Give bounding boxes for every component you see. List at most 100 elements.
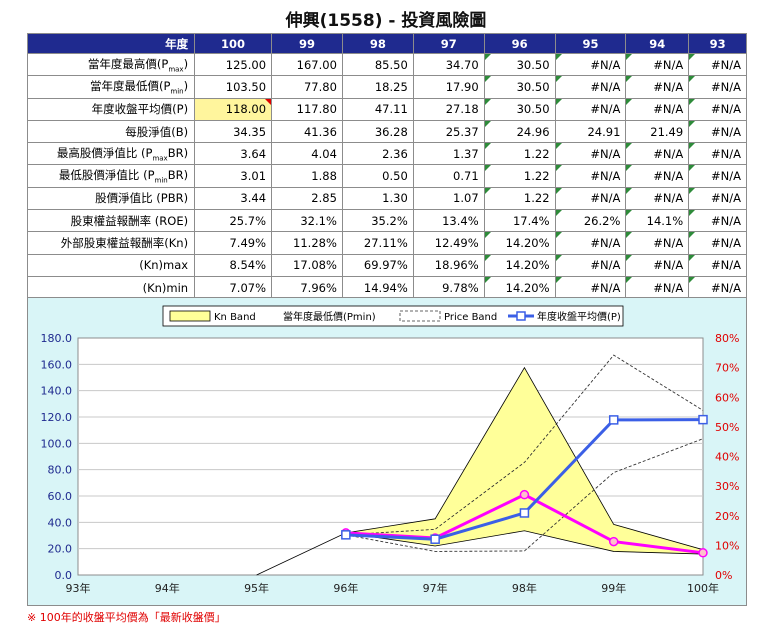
table-cell: 30.50 [483, 52, 556, 77]
y-left-tick-label: 60.0 [48, 490, 73, 503]
table-cell: #N/A [625, 97, 690, 121]
table-cell: 14.20% [483, 231, 556, 255]
y-right-tick-label: 0% [715, 569, 732, 582]
table-cell: 24.91 [554, 119, 627, 144]
table-cell: 14.20% [483, 253, 556, 277]
table-cell: 34.70 [412, 52, 485, 77]
table-cell: #N/A [688, 231, 747, 255]
table-cell: 77.80 [271, 75, 343, 99]
table-cell: #N/A [625, 231, 690, 255]
y-right-tick-label: 10% [715, 539, 739, 552]
table-cell: #N/A [625, 52, 690, 77]
table-cell: #N/A [625, 275, 690, 300]
x-tick-label: 100年 [687, 581, 719, 595]
table-cell: #N/A [688, 97, 747, 121]
row-label-text: 當年度最低價(P [89, 79, 171, 94]
table-cell: #N/A [625, 75, 690, 99]
table-cell: 18.96% [412, 253, 485, 277]
row-label: 外部股東權益報酬率(Kn) [26, 231, 196, 255]
table-row: 每股淨值(B) 34.35 41.36 36.28 25.37 24.96 24.91 21.… [26, 119, 747, 144]
table-cell: 7.07% [194, 275, 273, 300]
table-cell: 36.28 [341, 119, 414, 144]
table-cell: 30.50 [483, 75, 556, 99]
table-cell: 14.20% [483, 275, 556, 300]
table-row: 股價淨值比 (PBR) 3.44 2.85 1.30 1.07 1.22 #N/A #N/A #… [26, 186, 747, 211]
row-label-text: 年度收盤平均價(P) [91, 102, 189, 117]
kn-point [608, 536, 619, 547]
table-cell: #N/A [554, 231, 627, 255]
row-label: 當年度最高價(Pmax) [26, 52, 196, 77]
row-label: 年度收盤平均價(P) [26, 97, 196, 121]
table-cell: 0.50 [341, 164, 414, 188]
table-cell: 12.49% [412, 231, 485, 255]
y-left-tick-label: 80.0 [48, 464, 73, 477]
x-tick-label: 95年 [244, 581, 269, 595]
y-right-tick-label: 70% [715, 362, 739, 375]
risk-table: 年度 100 99 98 97 96 95 94 93 當年度最高價(Pmax)… [26, 33, 747, 300]
row-label-text: 股東權益報酬率 (ROE) [70, 213, 189, 228]
table-cell: #N/A [554, 75, 627, 99]
header-year: 96 [483, 33, 556, 54]
table-cell: 125.00 [194, 52, 273, 77]
table-cell: 26.2% [554, 209, 627, 233]
x-tick-label: 96年 [333, 581, 358, 595]
header-year: 98 [341, 33, 414, 54]
x-tick-label: 98年 [512, 581, 537, 595]
table-cell: #N/A [554, 275, 627, 300]
y-right-tick-label: 40% [715, 451, 739, 464]
legend-label: Kn Band [214, 312, 256, 323]
table-row: 當年度最高價(Pmax) 125.00 167.00 85.50 34.70 30.50 #… [26, 52, 747, 77]
header-year: 100 [194, 33, 273, 54]
table-cell: 103.50 [194, 75, 273, 99]
y-left-tick-label: 20.0 [48, 543, 73, 556]
footnote: ※ 100年的收盤平均價為「最新收盤價」 [27, 611, 226, 624]
row-label-subscript: min [154, 176, 168, 185]
table-cell: #N/A [625, 164, 690, 188]
table-cell: 0.71 [412, 164, 485, 188]
chart-area: 0.0 20.0 40.0 60.0 80.0 100.0 120.0 140.0 160.0 1… [27, 297, 747, 606]
table-cell: 118.00 [194, 97, 273, 121]
table-cell: 17.90 [412, 75, 485, 99]
table-cell: #N/A [554, 52, 627, 77]
table-row: 最低股價淨值比 (PminBR) 3.01 1.88 0.50 0.71 1.22 #N/A… [26, 164, 747, 188]
table-row: (Kn)min 7.07% 7.96% 14.94% 9.78% 14.20% #N/A #N… [26, 275, 747, 300]
row-label: 最低股價淨值比 (PminBR) [26, 164, 196, 188]
table-cell: 117.80 [271, 97, 343, 121]
y-left-tick-label: 160.0 [41, 358, 73, 371]
header-year: 93 [688, 33, 747, 54]
row-label: (Kn)max [26, 253, 196, 277]
table-cell: #N/A [688, 142, 747, 166]
table-cell: 41.36 [271, 119, 343, 144]
y-right-tick-label: 60% [715, 391, 739, 404]
table-row: 年度收盤平均價(P) 118.00 117.80 47.11 27.18 30.50 #N/… [26, 97, 747, 121]
table-cell: 9.78% [412, 275, 485, 300]
table-cell: 1.88 [271, 164, 343, 188]
table-cell: #N/A [688, 75, 747, 99]
avg-price-point [430, 534, 440, 544]
price-band-upper [345, 354, 704, 536]
table-cell: #N/A [554, 164, 627, 188]
table-cell: 47.11 [341, 97, 414, 121]
row-label-subscript: min [170, 87, 184, 96]
table-cell: 17.08% [271, 253, 343, 277]
table-cell: 1.37 [412, 142, 485, 166]
table-cell: 7.96% [271, 275, 343, 300]
table-cell: 11.28% [271, 231, 343, 255]
row-label-tail: BR) [167, 146, 189, 161]
y-right-tick-label: 30% [715, 480, 739, 493]
row-label: 最高股價淨值比 (PmaxBR) [26, 142, 196, 166]
table-cell: 85.50 [341, 52, 414, 77]
table-cell: #N/A [625, 186, 690, 211]
row-label: 當年度最低價(Pmin) [26, 75, 196, 99]
table-cell: 34.35 [194, 119, 273, 144]
table-cell: 14.94% [341, 275, 414, 300]
table-cell: 4.04 [271, 142, 343, 166]
price-band-lower [345, 438, 704, 552]
row-label: (Kn)min [26, 275, 196, 300]
table-cell: 1.22 [483, 164, 556, 188]
x-tick-label: 94年 [155, 581, 180, 595]
table-row: 股東權益報酬率 (ROE) 25.7% 32.1% 35.2% 13.4% 17.4% 26… [26, 209, 747, 233]
y-right-tick-label: 20% [715, 510, 739, 523]
row-label-text: (Kn)max [139, 258, 189, 273]
table-cell: #N/A [625, 142, 690, 166]
